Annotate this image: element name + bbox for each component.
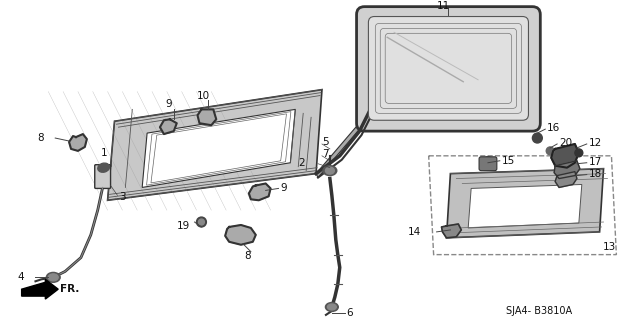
Polygon shape [551, 144, 579, 168]
Text: 3: 3 [120, 192, 126, 202]
Text: 14: 14 [408, 227, 420, 237]
Polygon shape [108, 90, 322, 200]
Ellipse shape [325, 167, 334, 174]
Text: 8: 8 [244, 251, 251, 261]
Text: FR.: FR. [60, 284, 79, 294]
Polygon shape [554, 161, 580, 179]
Polygon shape [142, 109, 295, 188]
Polygon shape [198, 109, 216, 125]
Text: 2: 2 [298, 158, 305, 168]
Ellipse shape [46, 272, 60, 282]
Polygon shape [447, 169, 604, 238]
Text: 18: 18 [589, 169, 602, 179]
Ellipse shape [328, 304, 336, 310]
Text: 8: 8 [38, 133, 44, 143]
Text: 11: 11 [437, 1, 450, 11]
Text: 10: 10 [197, 91, 210, 100]
Text: 1: 1 [101, 148, 108, 158]
FancyBboxPatch shape [356, 7, 540, 131]
Polygon shape [442, 224, 461, 238]
Circle shape [198, 219, 204, 225]
Text: 15: 15 [502, 156, 515, 166]
Text: 17: 17 [589, 157, 602, 167]
Ellipse shape [323, 166, 337, 175]
Circle shape [575, 149, 583, 157]
FancyBboxPatch shape [369, 17, 529, 120]
Text: 12: 12 [589, 138, 602, 148]
Polygon shape [316, 111, 371, 178]
Text: 9: 9 [166, 100, 172, 109]
Ellipse shape [98, 163, 109, 172]
Polygon shape [22, 279, 58, 299]
Ellipse shape [325, 302, 339, 311]
Polygon shape [249, 183, 271, 200]
Text: 7: 7 [322, 149, 328, 159]
Circle shape [482, 157, 494, 169]
Text: 20: 20 [559, 138, 572, 148]
Text: 19: 19 [177, 221, 190, 231]
FancyBboxPatch shape [95, 165, 111, 189]
Circle shape [532, 133, 542, 143]
Text: 9: 9 [280, 183, 287, 193]
Polygon shape [468, 184, 582, 228]
Text: SJA4- B3810A: SJA4- B3810A [506, 306, 572, 316]
Text: 5: 5 [322, 137, 328, 147]
FancyBboxPatch shape [479, 157, 497, 171]
Polygon shape [69, 134, 87, 151]
Polygon shape [160, 119, 177, 134]
Text: 16: 16 [547, 123, 561, 133]
Circle shape [196, 217, 206, 227]
Polygon shape [225, 225, 256, 245]
Text: 4: 4 [18, 272, 24, 282]
Text: 13: 13 [602, 242, 616, 252]
Text: 6: 6 [347, 308, 353, 318]
Circle shape [547, 147, 554, 155]
Ellipse shape [48, 274, 58, 281]
Polygon shape [555, 172, 577, 188]
